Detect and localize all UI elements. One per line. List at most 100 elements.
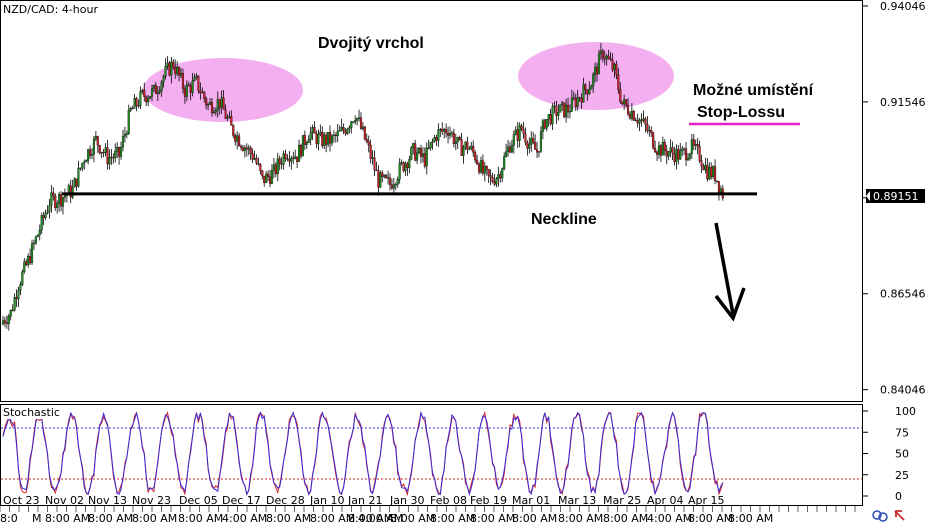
candle-body: [36, 234, 39, 237]
neckline-label: Neckline: [531, 211, 597, 228]
candle-body: [626, 105, 630, 115]
candle-body: [13, 297, 16, 311]
candle-body: [381, 172, 384, 177]
candle-body: [371, 157, 374, 159]
candle-body: [87, 149, 90, 161]
candle-body: [470, 145, 473, 149]
candle-body: [50, 192, 53, 206]
candle-body: [495, 178, 498, 185]
candle-body: [17, 290, 20, 300]
arrow-icon[interactable]: [894, 510, 905, 521]
x-time-label: 8:00 AM: [178, 512, 223, 525]
candle-body: [197, 75, 200, 91]
candle-body: [365, 138, 368, 142]
candle-body: [259, 163, 262, 171]
candle-body: [454, 141, 457, 145]
candle-body: [539, 131, 542, 152]
candle-body: [276, 158, 279, 175]
candle-body: [226, 117, 229, 119]
candle-body: [11, 309, 14, 311]
candle-body: [147, 98, 150, 103]
candle-body: [139, 91, 142, 106]
current-price-label: 0.89151: [873, 190, 919, 203]
x-date-label: Nov 13: [88, 494, 127, 507]
candle-body: [272, 164, 275, 171]
candle-body: [34, 236, 37, 244]
candle-body: [83, 161, 86, 164]
candle-body: [114, 150, 117, 159]
candle-body: [655, 151, 659, 155]
candle-body: [123, 134, 126, 137]
x-time-label: 8:00 AM: [558, 512, 603, 525]
candle-body: [270, 170, 274, 184]
x-time-label: 8:00 AM: [728, 512, 773, 525]
candle-body: [528, 144, 531, 149]
candle-body: [290, 157, 293, 162]
candle-body: [98, 145, 101, 154]
candle-body: [520, 125, 523, 130]
candle-body: [257, 163, 260, 165]
candle-body: [193, 77, 196, 81]
candle-body: [208, 102, 212, 105]
candle-body: [692, 139, 695, 146]
candle-body: [609, 58, 612, 61]
candle-body: [195, 75, 198, 78]
candle-body: [448, 133, 452, 136]
candle-body: [207, 104, 210, 106]
candle-body: [667, 151, 670, 157]
x-time-label: 8:00 AM: [430, 512, 475, 525]
candle-body: [228, 116, 231, 118]
candle-body: [477, 163, 481, 173]
candle-body: [464, 141, 467, 148]
candle-body: [313, 127, 316, 134]
candle-body: [52, 192, 55, 197]
candle-body: [474, 152, 477, 161]
candle-body: [553, 105, 556, 107]
candle-body: [686, 158, 690, 161]
x-time-label: 8:00 AM: [310, 512, 355, 525]
candle-body: [299, 145, 303, 157]
candle-body: [21, 271, 24, 285]
candle-body: [410, 147, 413, 160]
candle-body: [315, 133, 318, 145]
stoch-tick-label: 75: [895, 426, 909, 439]
candle-body: [549, 114, 552, 125]
candle-body: [89, 149, 92, 156]
candle-body: [54, 195, 57, 208]
candle-body: [642, 118, 645, 121]
candle-body: [5, 322, 8, 325]
x-time-label: 8:00 AM: [266, 512, 311, 525]
candle-body: [143, 90, 146, 97]
price-tick-label: 0.91546: [880, 96, 925, 109]
candle-body: [522, 129, 525, 134]
sync-icon[interactable]: [872, 510, 888, 522]
candle-body: [7, 316, 10, 325]
candle-series: [1, 43, 724, 331]
candle-body: [690, 139, 693, 155]
candle-body: [179, 73, 183, 76]
x-time-label: 8:00 AM: [45, 512, 90, 525]
candle-body: [669, 147, 672, 153]
candle-body: [427, 147, 430, 149]
candle-body: [402, 162, 405, 172]
candle-body: [181, 73, 185, 89]
candle-body: [236, 135, 239, 142]
x-date-label: Jan 10: [309, 494, 344, 507]
candle-body: [75, 178, 78, 187]
candle-body: [321, 131, 324, 146]
stochastic-panel-frame: [0, 404, 863, 506]
x-date-label: Mar 25: [603, 494, 641, 507]
candle-body: [694, 144, 697, 146]
candle-body: [406, 163, 409, 169]
candle-body: [559, 104, 562, 113]
candle-body: [307, 139, 310, 144]
candle-body: [90, 154, 94, 156]
candle-body: [543, 120, 546, 129]
candle-body: [688, 153, 691, 159]
candle-body: [356, 118, 359, 121]
x-date-label: Feb 19: [470, 494, 507, 507]
candle-body: [96, 136, 99, 146]
candle-body: [534, 142, 537, 150]
candle-body: [357, 117, 361, 119]
